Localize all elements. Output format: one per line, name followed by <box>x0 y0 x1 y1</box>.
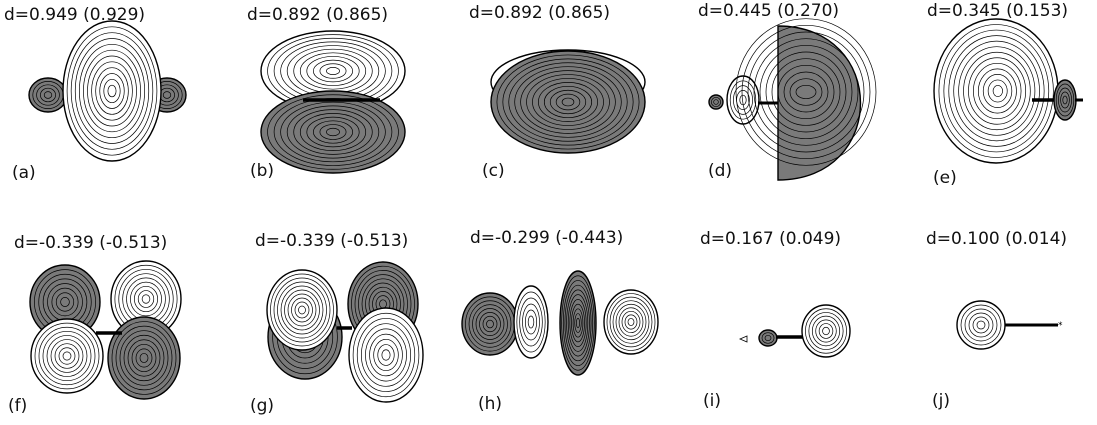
orbital-drawings: * <box>28 18 1083 403</box>
lobe-h-4 <box>603 289 659 355</box>
lobe-j-tip: * <box>1058 321 1063 331</box>
d-label-i: d=0.167 (0.049) <box>700 229 841 249</box>
lobe-b-bottom <box>260 90 406 174</box>
lobe-a-center <box>62 20 162 162</box>
lobe-i-main <box>801 304 851 358</box>
d-label-h: d=-0.299 (-0.443) <box>470 228 623 248</box>
lobe-h-1 <box>461 292 519 356</box>
lobe-e-small <box>1053 79 1077 121</box>
d-label-d: d=0.445 (0.270) <box>698 1 839 21</box>
panel-letter-d: (d) <box>708 161 732 181</box>
lobe-d-large-contours <box>735 18 877 166</box>
d-label-e: d=0.345 (0.153) <box>927 1 1068 21</box>
panel-letter-f: (f) <box>8 396 27 416</box>
lobe-h-3 <box>559 270 597 376</box>
panel-letter-h: (h) <box>478 394 502 414</box>
d-label-c: d=0.892 (0.865) <box>469 3 610 23</box>
lobe-j-main <box>956 300 1006 350</box>
lobe-g-tl <box>266 269 338 351</box>
lobe-h-2 <box>513 285 549 359</box>
d-label-a: d=0.949 (0.929) <box>4 5 145 25</box>
d-label-j: d=0.100 (0.014) <box>926 229 1067 249</box>
panel-letter-b: (b) <box>250 161 274 181</box>
lobe-f-bl <box>30 318 104 394</box>
panel-letter-e: (e) <box>933 168 957 188</box>
panel-letter-i: (i) <box>703 391 721 411</box>
d-label-b: d=0.892 (0.865) <box>247 5 388 25</box>
lobe-d-small <box>708 94 724 110</box>
lobe-i-tiny <box>738 335 748 343</box>
lobe-a-left <box>28 77 68 113</box>
panel-letter-j: (j) <box>932 391 950 411</box>
panel-letter-c: (c) <box>482 161 505 181</box>
d-label-f: d=-0.339 (-0.513) <box>14 233 167 253</box>
panel-letter-g: (g) <box>250 396 274 416</box>
panel-letter-a: (a) <box>12 163 36 183</box>
lobe-e-main <box>933 18 1059 164</box>
d-label-g: d=-0.339 (-0.513) <box>255 231 408 251</box>
lobe-c-bottom <box>490 50 646 154</box>
lobe-f-br <box>107 316 181 400</box>
lobe-g-br <box>348 307 424 403</box>
lobe-d-large <box>777 25 862 181</box>
lobe-i-small <box>758 329 778 347</box>
